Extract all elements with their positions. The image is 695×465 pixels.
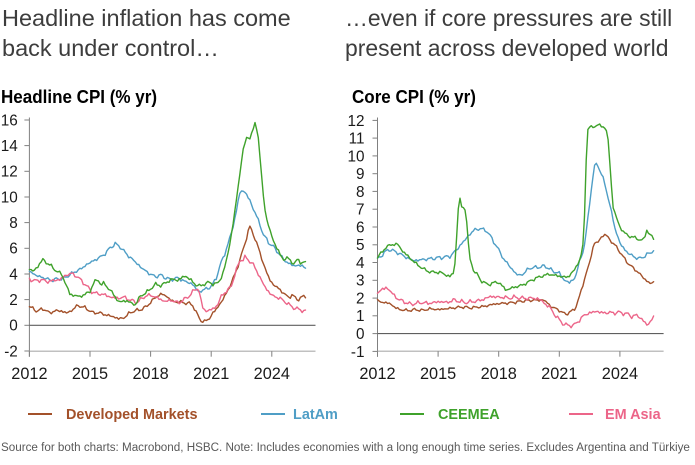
svg-text:2021: 2021 (193, 365, 229, 383)
svg-text:2: 2 (9, 292, 18, 309)
svg-text:2015: 2015 (72, 365, 108, 383)
svg-text:14: 14 (1, 138, 19, 155)
svg-text:6: 6 (356, 219, 365, 236)
svg-text:16: 16 (1, 112, 18, 129)
svg-text:1: 1 (356, 308, 365, 325)
svg-text:2012: 2012 (11, 365, 47, 383)
svg-text:10: 10 (1, 189, 18, 206)
svg-text:8: 8 (9, 215, 18, 232)
svg-text:0: 0 (9, 318, 18, 335)
svg-text:2024: 2024 (602, 365, 638, 383)
svg-text:0: 0 (356, 326, 365, 343)
svg-text:9: 9 (356, 166, 365, 183)
svg-text:8: 8 (356, 184, 365, 201)
svg-text:2024: 2024 (254, 365, 290, 383)
svg-text:2018: 2018 (481, 365, 517, 383)
svg-text:12: 12 (347, 113, 364, 130)
svg-text:5: 5 (356, 237, 365, 254)
svg-text:6: 6 (9, 241, 18, 258)
svg-text:2018: 2018 (132, 365, 168, 383)
svg-text:7: 7 (356, 202, 365, 219)
svg-text:4: 4 (9, 266, 18, 283)
svg-text:10: 10 (347, 148, 364, 165)
svg-text:2: 2 (356, 291, 365, 308)
svg-text:2021: 2021 (541, 365, 577, 383)
svg-text:2012: 2012 (359, 365, 395, 383)
svg-text:12: 12 (1, 164, 18, 181)
svg-text:2015: 2015 (420, 365, 456, 383)
svg-text:3: 3 (356, 273, 365, 290)
svg-text:-2: -2 (4, 343, 18, 360)
svg-text:11: 11 (349, 131, 365, 148)
svg-text:-1: -1 (351, 344, 365, 361)
svg-text:4: 4 (356, 255, 365, 272)
